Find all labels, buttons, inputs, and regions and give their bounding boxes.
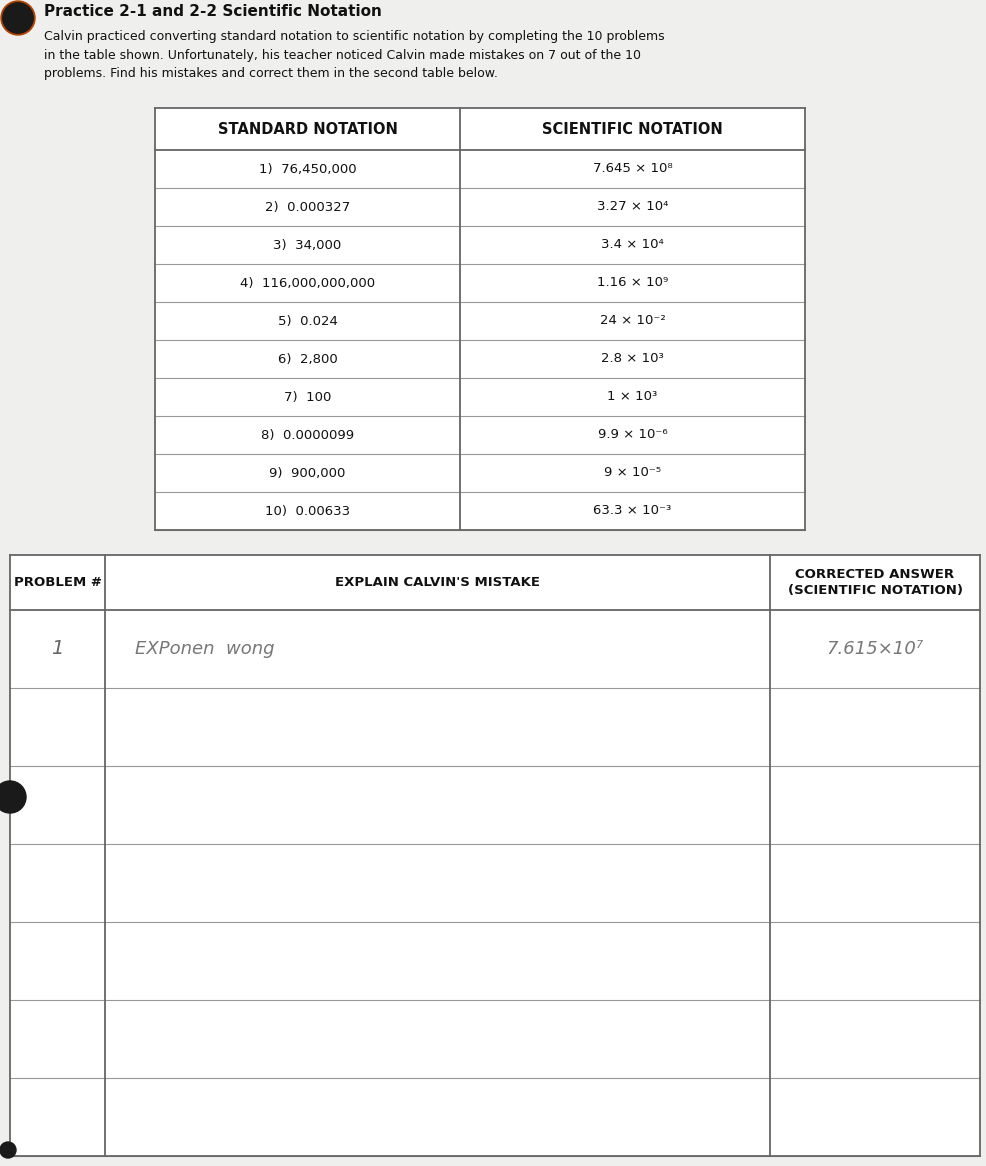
Circle shape	[3, 3, 33, 33]
Text: EXPonen  wong: EXPonen wong	[135, 640, 274, 658]
Text: Calvin practiced converting standard notation to scientific notation by completi: Calvin practiced converting standard not…	[44, 30, 664, 80]
Text: 9 × 10⁻⁵: 9 × 10⁻⁵	[603, 466, 661, 479]
Text: 8)  0.0000099: 8) 0.0000099	[260, 428, 354, 442]
Text: CORRECTED ANSWER
(SCIENTIFIC NOTATION): CORRECTED ANSWER (SCIENTIFIC NOTATION)	[787, 568, 961, 597]
Text: 1)  76,450,000: 1) 76,450,000	[258, 162, 356, 176]
Text: SCIENTIFIC NOTATION: SCIENTIFIC NOTATION	[541, 121, 722, 136]
Text: 7.645 × 10⁸: 7.645 × 10⁸	[592, 162, 671, 176]
Text: 7)  100: 7) 100	[284, 391, 331, 403]
Bar	[10, 555, 979, 1156]
Text: EXPLAIN CALVIN'S MISTAKE: EXPLAIN CALVIN'S MISTAKE	[334, 576, 539, 589]
Bar	[155, 108, 805, 531]
Circle shape	[0, 781, 26, 813]
Text: Practice 2-1 and 2-2 Scientific Notation: Practice 2-1 and 2-2 Scientific Notation	[44, 3, 382, 19]
Text: 2)  0.000327: 2) 0.000327	[264, 201, 350, 213]
Text: 3.27 × 10⁴: 3.27 × 10⁴	[597, 201, 668, 213]
Text: PROBLEM #: PROBLEM #	[14, 576, 102, 589]
Circle shape	[1, 1, 35, 35]
Text: 4)  116,000,000,000: 4) 116,000,000,000	[240, 276, 375, 289]
Text: 24 × 10⁻²: 24 × 10⁻²	[599, 315, 665, 328]
Text: 1.16 × 10⁹: 1.16 × 10⁹	[597, 276, 668, 289]
Circle shape	[0, 1142, 16, 1158]
Text: STANDARD NOTATION: STANDARD NOTATION	[217, 121, 397, 136]
Text: 10)  0.00633: 10) 0.00633	[264, 505, 350, 518]
Text: 1: 1	[51, 639, 64, 659]
Text: 2.8 × 10³: 2.8 × 10³	[600, 352, 664, 365]
Text: 63.3 × 10⁻³: 63.3 × 10⁻³	[593, 505, 670, 518]
Text: 7.615×10⁷: 7.615×10⁷	[825, 640, 923, 658]
Text: 1 × 10³: 1 × 10³	[606, 391, 657, 403]
Text: 3)  34,000: 3) 34,000	[273, 239, 341, 252]
Text: 9.9 × 10⁻⁶: 9.9 × 10⁻⁶	[598, 428, 667, 442]
Text: 9)  900,000: 9) 900,000	[269, 466, 345, 479]
Text: 5)  0.024: 5) 0.024	[277, 315, 337, 328]
Text: 3.4 × 10⁴: 3.4 × 10⁴	[600, 239, 664, 252]
Circle shape	[3, 3, 33, 33]
Text: 6)  2,800: 6) 2,800	[277, 352, 337, 365]
